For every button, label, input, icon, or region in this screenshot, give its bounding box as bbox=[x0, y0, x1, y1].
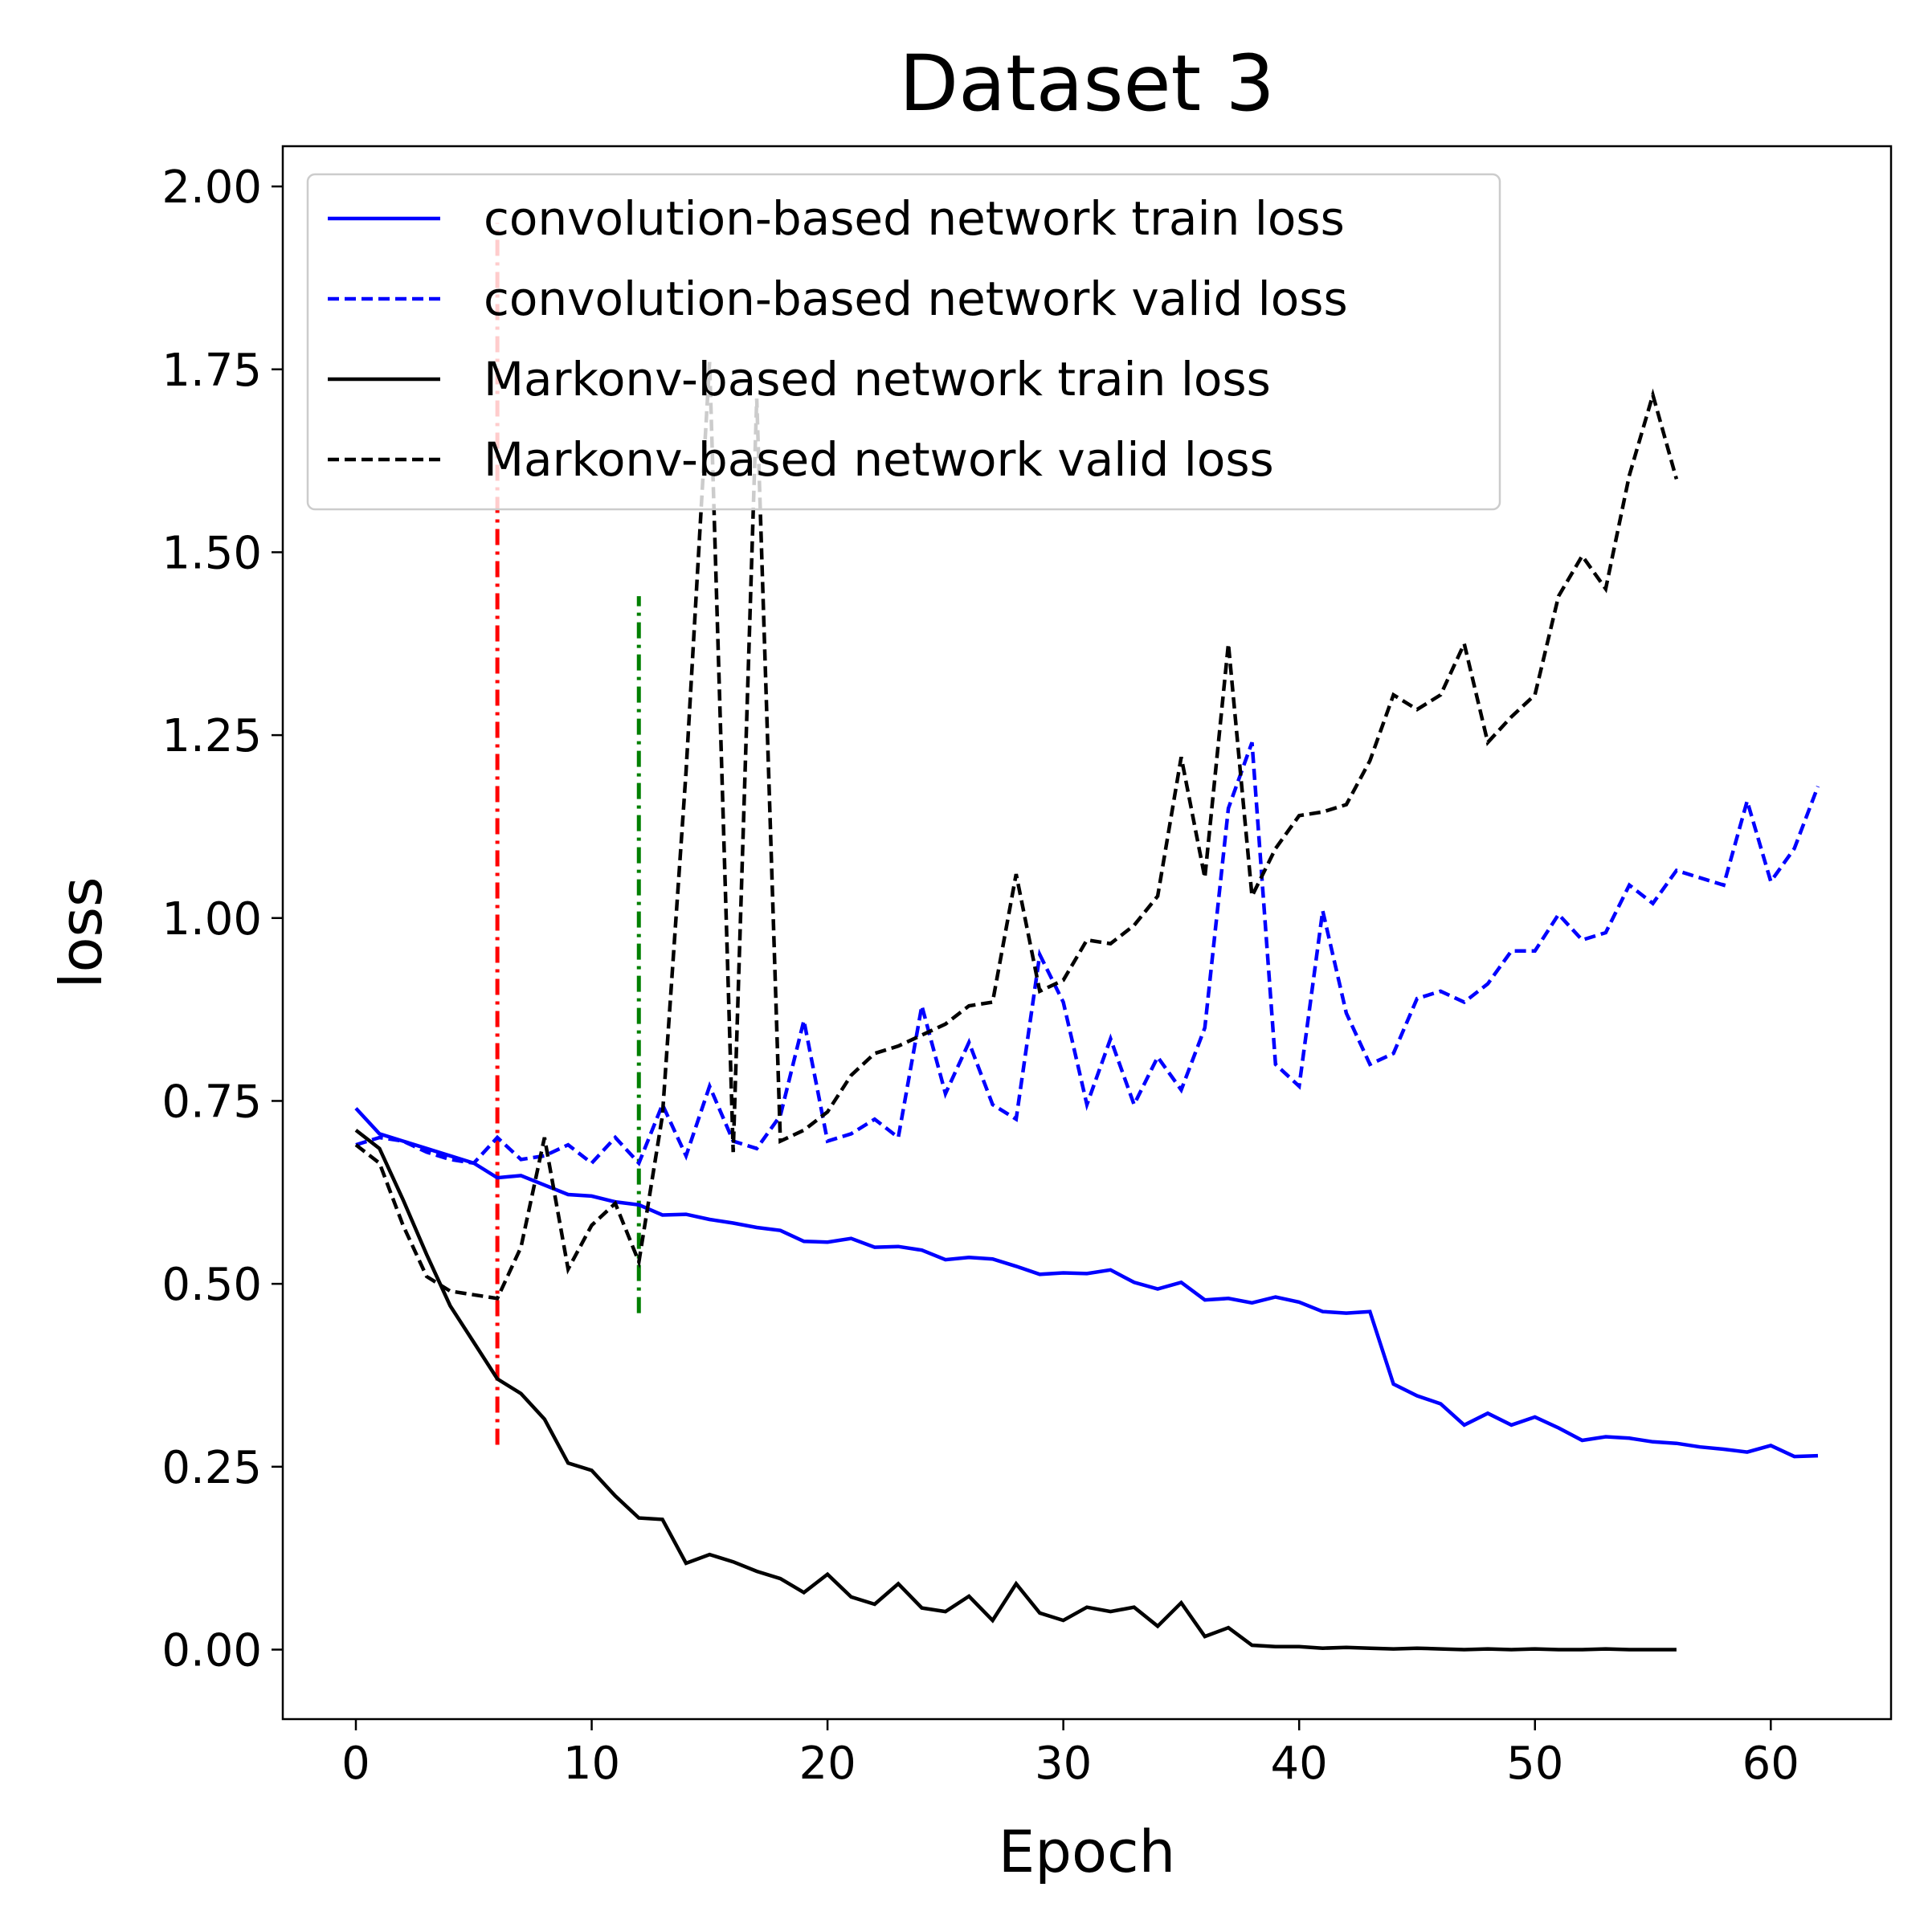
x-tick-label: 50 bbox=[1506, 1738, 1563, 1790]
reference-lines bbox=[495, 223, 641, 1445]
y-tick-label: 0.50 bbox=[161, 1259, 262, 1311]
series-line-1 bbox=[354, 1107, 1819, 1459]
y-tick-label: 2.00 bbox=[161, 161, 262, 214]
x-axis-label: Epoch bbox=[999, 1818, 1175, 1885]
x-tick-label: 20 bbox=[799, 1738, 856, 1790]
x-tick-label: 10 bbox=[563, 1738, 620, 1790]
legend: convolution-based network train loss conv… bbox=[306, 173, 1501, 511]
x-tick-label: 60 bbox=[1742, 1738, 1799, 1790]
legend-label-1: convolution-based network train loss bbox=[484, 191, 1345, 246]
y-tick-label: 1.50 bbox=[161, 527, 262, 579]
y-tick-label: 1.25 bbox=[161, 710, 262, 762]
y-tick-label: 0.00 bbox=[161, 1624, 262, 1677]
series-line-4 bbox=[354, 361, 1679, 1301]
y-axis-ticks: 0.00 0.25 0.50 0.75 1.00 1.25 1.50 1.75 2.00 bbox=[161, 161, 283, 1677]
plot-area-frame bbox=[281, 145, 1893, 1721]
legend-box bbox=[306, 173, 1501, 511]
x-axis-ticks: 0 10 20 30 40 50 60 bbox=[341, 1719, 1799, 1790]
y-axis-label: loss bbox=[47, 876, 115, 988]
chart-title: Dataset 3 bbox=[899, 39, 1275, 129]
series-line-3 bbox=[354, 1129, 1677, 1652]
y-tick-label: 0.75 bbox=[161, 1076, 262, 1128]
y-tick-label: 1.75 bbox=[161, 345, 262, 397]
series-line-2 bbox=[355, 741, 1820, 1167]
y-tick-label: 1.00 bbox=[161, 893, 262, 946]
x-tick-label: 30 bbox=[1035, 1738, 1092, 1790]
legend-label-4: Markonv-based network valid loss bbox=[484, 432, 1274, 487]
plot-series bbox=[354, 361, 1820, 1652]
x-tick-label: 0 bbox=[341, 1738, 370, 1790]
x-tick-label: 40 bbox=[1271, 1738, 1328, 1790]
y-tick-label: 0.25 bbox=[161, 1442, 262, 1494]
legend-label-2: convolution-based network valid loss bbox=[484, 272, 1348, 326]
legend-label-3: Markonv-based network train loss bbox=[484, 352, 1271, 406]
